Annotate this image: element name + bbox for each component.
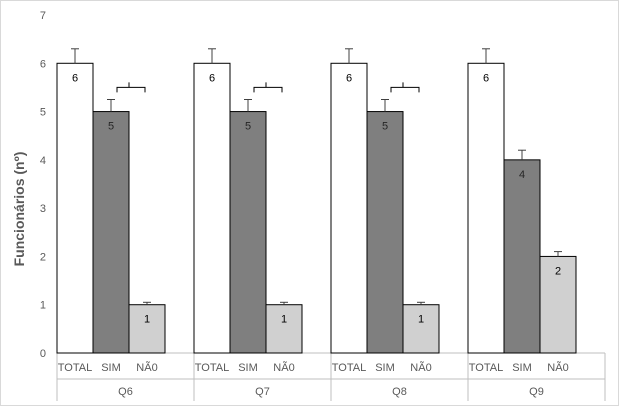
data-label: 5 [382,121,388,133]
data-label: 4 [519,169,525,181]
y-tick-label: 4 [40,155,46,167]
category-label-sim: SIM [101,362,121,374]
data-label: 6 [483,72,489,84]
category-label-total: TOTAL [469,362,503,374]
bar-q9-total [467,62,505,354]
group-label-q8: Q8 [392,386,407,398]
category-label-sim: SIM [238,362,258,374]
category-label-total: TOTAL [58,362,92,374]
significance-bracket [116,82,146,93]
data-label: 1 [281,314,287,326]
group-label-q6: Q6 [118,386,133,398]
bar-q7-sim [229,111,267,354]
data-label: 6 [72,72,78,84]
category-label-total: TOTAL [195,362,229,374]
data-label: 5 [245,121,251,133]
data-label: 5 [108,121,114,133]
y-axis-title: Funcionários (nº) [11,152,27,267]
category-label-nã0: NÃ0 [410,361,431,374]
bar-q6-total [56,62,94,354]
y-tick-label: 3 [40,203,46,215]
y-tick-label: 5 [40,107,46,119]
bars: 6 5 1 6 5 1 6 5 1 6 4 2 [56,48,577,354]
y-tick-label: 7 [40,10,46,22]
group-label-q7: Q7 [255,386,270,398]
category-label-sim: SIM [512,362,532,374]
category-label-nã0: NÃ0 [273,361,294,374]
y-tick-label: 0 [40,348,46,360]
significance-bracket [253,82,283,93]
bar-q8-total [330,62,368,354]
data-label: 2 [555,265,561,277]
bar-q6-nã0 [128,304,166,354]
bar-q8-nã0 [402,304,440,354]
y-axis-ticks: 0 1 2 3 4 5 6 7 [40,10,46,360]
bar-q9-sim [503,159,541,354]
y-tick-label: 1 [40,300,46,312]
axes [56,352,606,401]
category-label-sim: SIM [375,362,395,374]
y-tick-label: 6 [40,58,46,70]
category-label-total: TOTAL [332,362,366,374]
bar-q6-sim [92,111,130,354]
y-tick-label: 2 [40,251,46,263]
data-label: 6 [346,72,352,84]
bar-q7-nã0 [265,304,303,354]
group-label-q9: Q9 [529,386,544,398]
data-label: 1 [418,314,424,326]
bar-q9-nã0 [539,255,577,354]
data-label: 1 [144,314,150,326]
category-label-nã0: NÃ0 [136,361,157,374]
bar-q7-total [193,62,231,354]
category-label-nã0: NÃ0 [547,361,568,374]
bar-q8-sim [366,111,404,354]
significance-bracket [390,82,420,93]
data-label: 6 [209,72,215,84]
